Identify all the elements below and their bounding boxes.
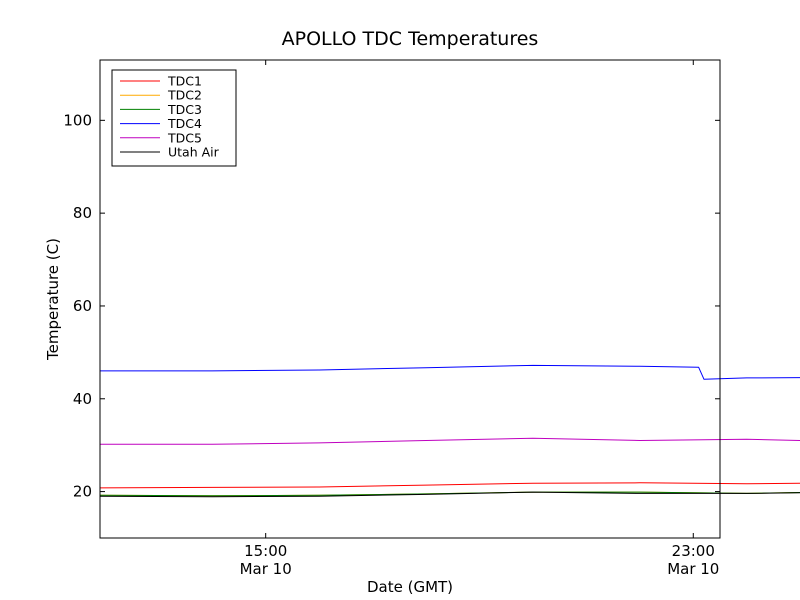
legend-entry: Utah Air xyxy=(168,145,220,160)
series-line-utah-air xyxy=(99,491,800,498)
y-tick-label: 60 xyxy=(73,297,92,315)
series-line-tdc4 xyxy=(100,364,800,380)
y-axis-label: Temperature (C) xyxy=(44,238,62,361)
x-tick-label: 15:00 xyxy=(244,542,287,560)
chart-title: APOLLO TDC Temperatures xyxy=(282,28,539,50)
x-axis-label: Date (GMT) xyxy=(367,578,453,596)
series-line-tdc1 xyxy=(99,482,800,489)
series-lines xyxy=(99,364,800,498)
legend-entry: TDC1 xyxy=(167,74,202,89)
y-tick-label: 20 xyxy=(73,483,92,501)
legend-box xyxy=(111,69,237,167)
y-tick-label: 80 xyxy=(73,204,92,222)
y-tick-label: 40 xyxy=(73,390,92,408)
x-tick-sublabel: Mar 10 xyxy=(667,560,719,578)
y-tick-label: 100 xyxy=(63,111,92,129)
series-line-tdc5 xyxy=(100,437,800,445)
y-axis: 20 40 60 80 100 xyxy=(63,111,720,501)
plot-frame xyxy=(99,59,721,539)
legend-entry: TDC2 xyxy=(167,88,202,103)
legend-entry: TDC3 xyxy=(167,102,202,117)
x-tick-sublabel: Mar 10 xyxy=(240,560,292,578)
x-tick-label: 23:00 xyxy=(672,542,715,560)
legend-entry: TDC5 xyxy=(167,130,202,145)
legend-entry: TDC4 xyxy=(167,116,202,131)
